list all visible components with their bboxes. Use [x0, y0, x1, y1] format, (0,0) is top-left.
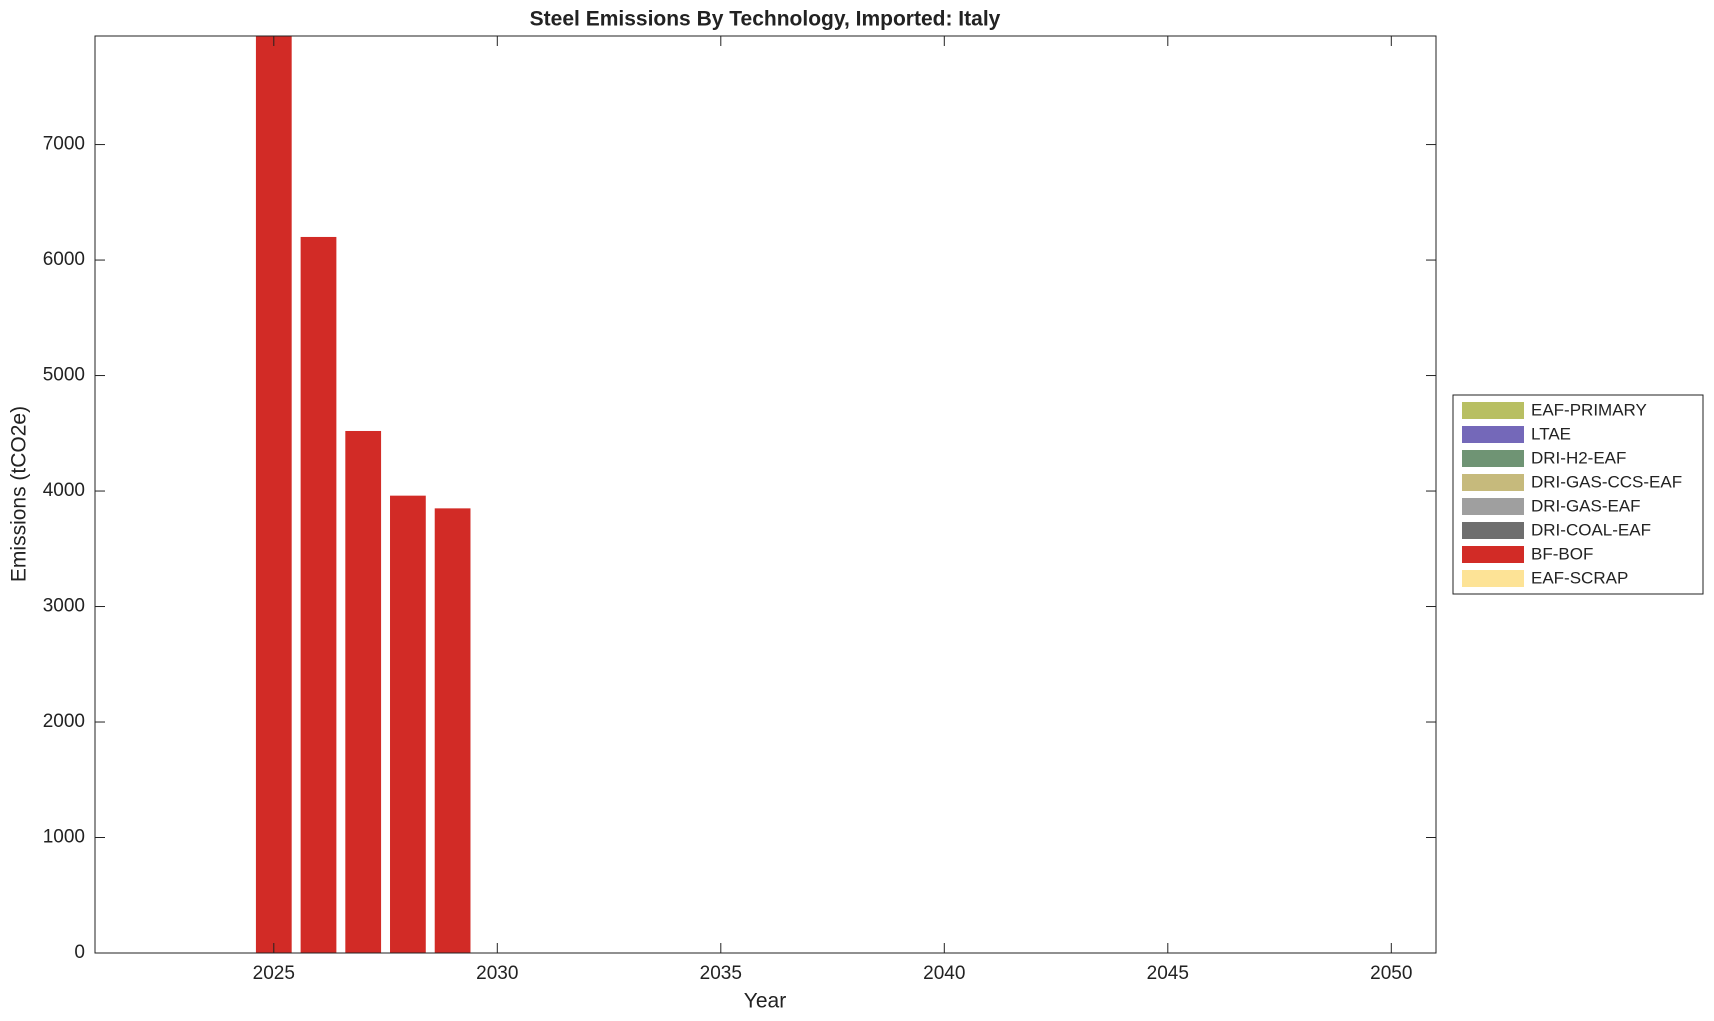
legend-swatch: [1462, 522, 1524, 539]
y-tick-label: 7000: [43, 134, 85, 155]
x-tick-label: 2045: [1147, 963, 1189, 984]
legend-label: EAF-SCRAP: [1531, 568, 1628, 587]
bar: [300, 236, 337, 954]
legend-label: EAF-PRIMARY: [1531, 400, 1647, 419]
y-tick-label: 6000: [43, 249, 85, 270]
legend-swatch: [1462, 570, 1524, 587]
y-tick-label: 2000: [43, 711, 85, 732]
legend-label: BF-BOF: [1531, 544, 1593, 563]
y-tick-label: 1000: [43, 827, 85, 848]
chart-title: Steel Emissions By Technology, Imported:…: [530, 8, 1001, 31]
axes-box: [94, 35, 1437, 954]
x-tick-label: 2030: [476, 963, 518, 984]
y-tick-label: 3000: [43, 596, 85, 617]
bar: [434, 508, 471, 953]
legend-label: DRI-COAL-EAF: [1531, 520, 1651, 539]
legend-swatch: [1462, 546, 1524, 563]
x-tick-label: 2050: [1370, 963, 1412, 984]
legend-label: DRI-H2-EAF: [1531, 448, 1626, 467]
x-axis-label: Year: [744, 990, 786, 1013]
y-tick-label: 4000: [43, 480, 85, 501]
bar: [255, 36, 292, 953]
plot-area: [95, 36, 1436, 953]
legend-swatch: [1462, 498, 1524, 515]
legend-swatch: [1462, 474, 1524, 491]
x-tick-label: 2025: [253, 963, 295, 984]
legend-swatch: [1462, 450, 1524, 467]
legend-swatch: [1462, 402, 1524, 419]
x-tick-label: 2035: [700, 963, 742, 984]
y-tick-label: 0: [74, 942, 85, 963]
legend-box: [1452, 394, 1704, 595]
bar: [345, 430, 382, 953]
legend-label: LTAE: [1531, 424, 1571, 443]
legend-label: DRI-GAS-CCS-EAF: [1531, 472, 1682, 491]
x-tick-label: 2040: [923, 963, 965, 984]
legend-label: DRI-GAS-EAF: [1531, 496, 1641, 515]
legend-swatch: [1462, 426, 1524, 443]
y-axis-label: Emissions (tCO2e): [8, 406, 31, 582]
bar: [390, 495, 426, 953]
y-tick-label: 5000: [43, 365, 85, 386]
